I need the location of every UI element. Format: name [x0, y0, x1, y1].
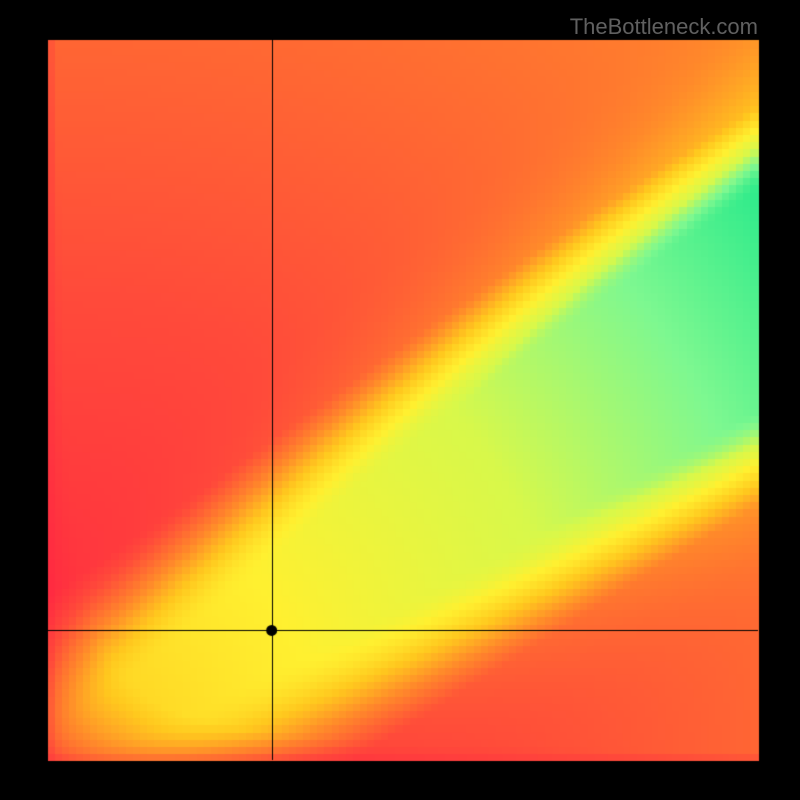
pixelated-heatmap-canvas [0, 0, 800, 800]
chart-container: TheBottleneck.com [0, 0, 800, 800]
